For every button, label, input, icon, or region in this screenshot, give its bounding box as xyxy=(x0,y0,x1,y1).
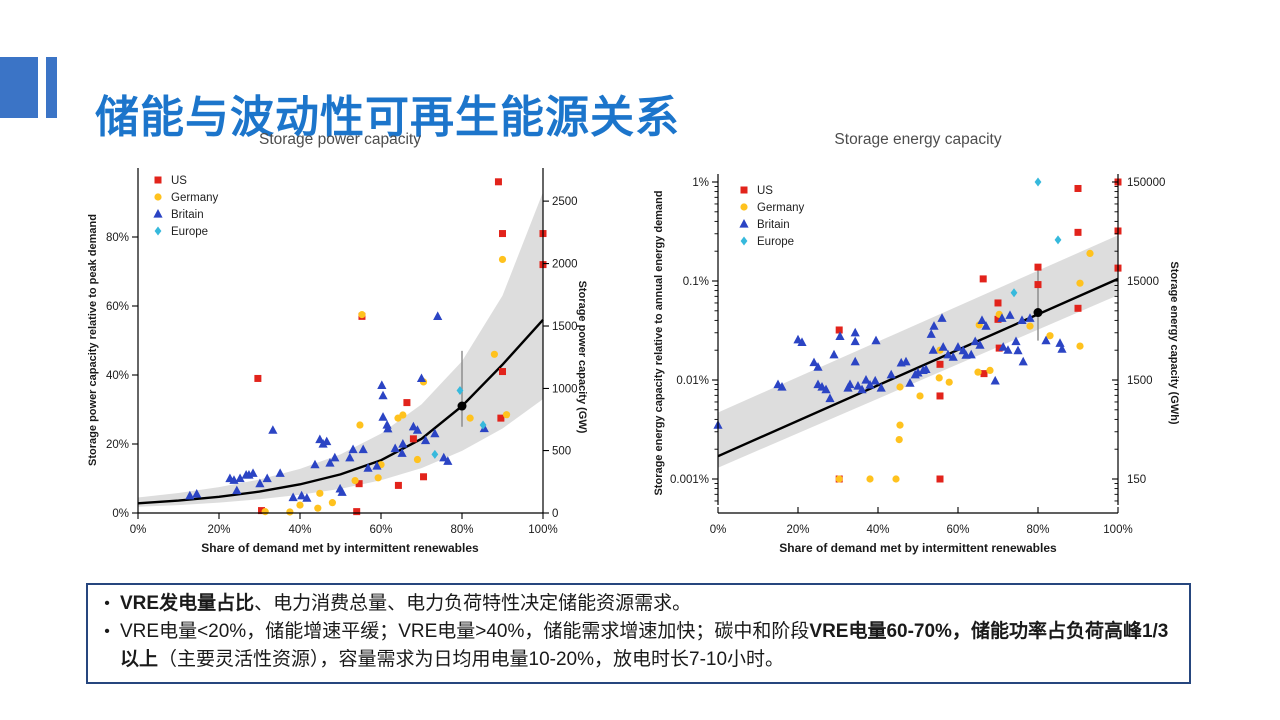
chart-storage-power-capacity: 0% 20% 40% 60% 80% 100% 0% 20% 40% 60% 80% 0 500 1000… xyxy=(87,131,588,555)
svg-text:US: US xyxy=(171,175,187,187)
accent-bar xyxy=(46,57,57,118)
trend-line xyxy=(137,318,544,505)
svg-text:20%: 20% xyxy=(207,524,230,536)
series-europe-points xyxy=(431,386,487,459)
chart-storage-energy-capacity: 0% 20% 40% 60% 80% 100% 1% 0.1% 0.01% 0.001% 15000… xyxy=(653,131,1180,555)
svg-text:Germany: Germany xyxy=(757,202,805,214)
svg-text:80%: 80% xyxy=(450,524,473,536)
svg-text:0.001%: 0.001% xyxy=(670,474,709,486)
bullet-item: • VRE电量<20%，储能增速平缓；VRE电量>40%，储能需求增速加快；碳中和… xyxy=(94,618,1179,674)
slide-title: 储能与波动性可再生能源关系 xyxy=(95,93,680,143)
y-axis-label-right: Storage energy capacity (GWh) xyxy=(1168,261,1180,425)
svg-text:100%: 100% xyxy=(528,524,557,536)
y-axis-label-right: Storage power capacity (GW) xyxy=(576,281,588,434)
svg-text:1500: 1500 xyxy=(552,321,578,333)
svg-text:0.01%: 0.01% xyxy=(676,375,709,387)
svg-text:2500: 2500 xyxy=(552,196,578,208)
bullet-text: VRE发电量占比、电力消费总量、电力负荷特性决定储能资源需求。 xyxy=(120,593,692,614)
svg-text:150: 150 xyxy=(1127,474,1146,486)
notes-box: • VRE发电量占比、电力消费总量、电力负荷特性决定储能资源需求。 • VRE电量<2… xyxy=(86,583,1191,684)
legend: US Germany Britain Europe xyxy=(739,185,805,248)
svg-text:40%: 40% xyxy=(106,370,129,382)
svg-text:60%: 60% xyxy=(369,524,392,536)
svg-text:20%: 20% xyxy=(106,439,129,451)
svg-text:15000: 15000 xyxy=(1127,276,1159,288)
bullet-glyph: • xyxy=(104,623,110,640)
y-axis-label-left: Storage energy capacity relative to annu… xyxy=(653,190,665,495)
confidence-band xyxy=(138,192,543,507)
svg-text:60%: 60% xyxy=(106,301,129,313)
svg-text:40%: 40% xyxy=(288,524,311,536)
svg-text:0: 0 xyxy=(552,508,558,520)
svg-text:100%: 100% xyxy=(1103,524,1132,536)
y-axis-label-left: Storage power capacity relative to peak … xyxy=(87,214,99,466)
svg-text:500: 500 xyxy=(552,446,571,458)
series-britain-points xyxy=(185,311,489,502)
trend-marker-dot xyxy=(1033,308,1043,318)
svg-text:Britain: Britain xyxy=(757,219,790,231)
svg-text:60%: 60% xyxy=(946,524,969,536)
trend-marker-dot xyxy=(457,401,467,411)
svg-text:80%: 80% xyxy=(1026,524,1049,536)
svg-text:0.1%: 0.1% xyxy=(683,276,709,288)
svg-text:Britain: Britain xyxy=(171,209,204,221)
bullet-text: VRE电量<20%，储能增速平缓；VRE电量>40%，储能需求增速加快；碳中和阶… xyxy=(120,621,1169,670)
bullet-item: • VRE发电量占比、电力消费总量、电力负荷特性决定储能资源需求。 xyxy=(94,590,1179,618)
trend-line xyxy=(717,277,1119,458)
svg-text:150000: 150000 xyxy=(1127,177,1165,189)
series-germany-points xyxy=(835,249,1094,483)
svg-text:20%: 20% xyxy=(786,524,809,536)
legend: US Germany Britain Europe xyxy=(153,175,219,238)
svg-text:1500: 1500 xyxy=(1127,375,1153,387)
svg-text:0%: 0% xyxy=(112,508,129,520)
chart-title: Storage power capacity xyxy=(259,131,421,148)
svg-text:2000: 2000 xyxy=(552,259,578,271)
series-europe-points xyxy=(1010,177,1062,298)
svg-text:80%: 80% xyxy=(106,232,129,244)
confidence-band xyxy=(718,235,1118,468)
series-britain-points xyxy=(713,310,1067,429)
svg-text:Germany: Germany xyxy=(171,192,219,204)
svg-text:0%: 0% xyxy=(710,524,727,536)
svg-text:Europe: Europe xyxy=(757,236,794,248)
accent-square xyxy=(0,57,38,118)
svg-text:0%: 0% xyxy=(130,524,147,536)
svg-text:US: US xyxy=(757,185,773,197)
x-axis-label: Share of demand met by intermittent rene… xyxy=(779,541,1057,555)
svg-text:1000: 1000 xyxy=(552,383,578,395)
svg-text:Europe: Europe xyxy=(171,226,208,238)
svg-text:1%: 1% xyxy=(692,177,709,189)
svg-text:40%: 40% xyxy=(866,524,889,536)
chart-title: Storage energy capacity xyxy=(834,131,1001,148)
bullet-glyph: • xyxy=(104,595,110,612)
x-axis-label: Share of demand met by intermittent rene… xyxy=(201,541,479,555)
